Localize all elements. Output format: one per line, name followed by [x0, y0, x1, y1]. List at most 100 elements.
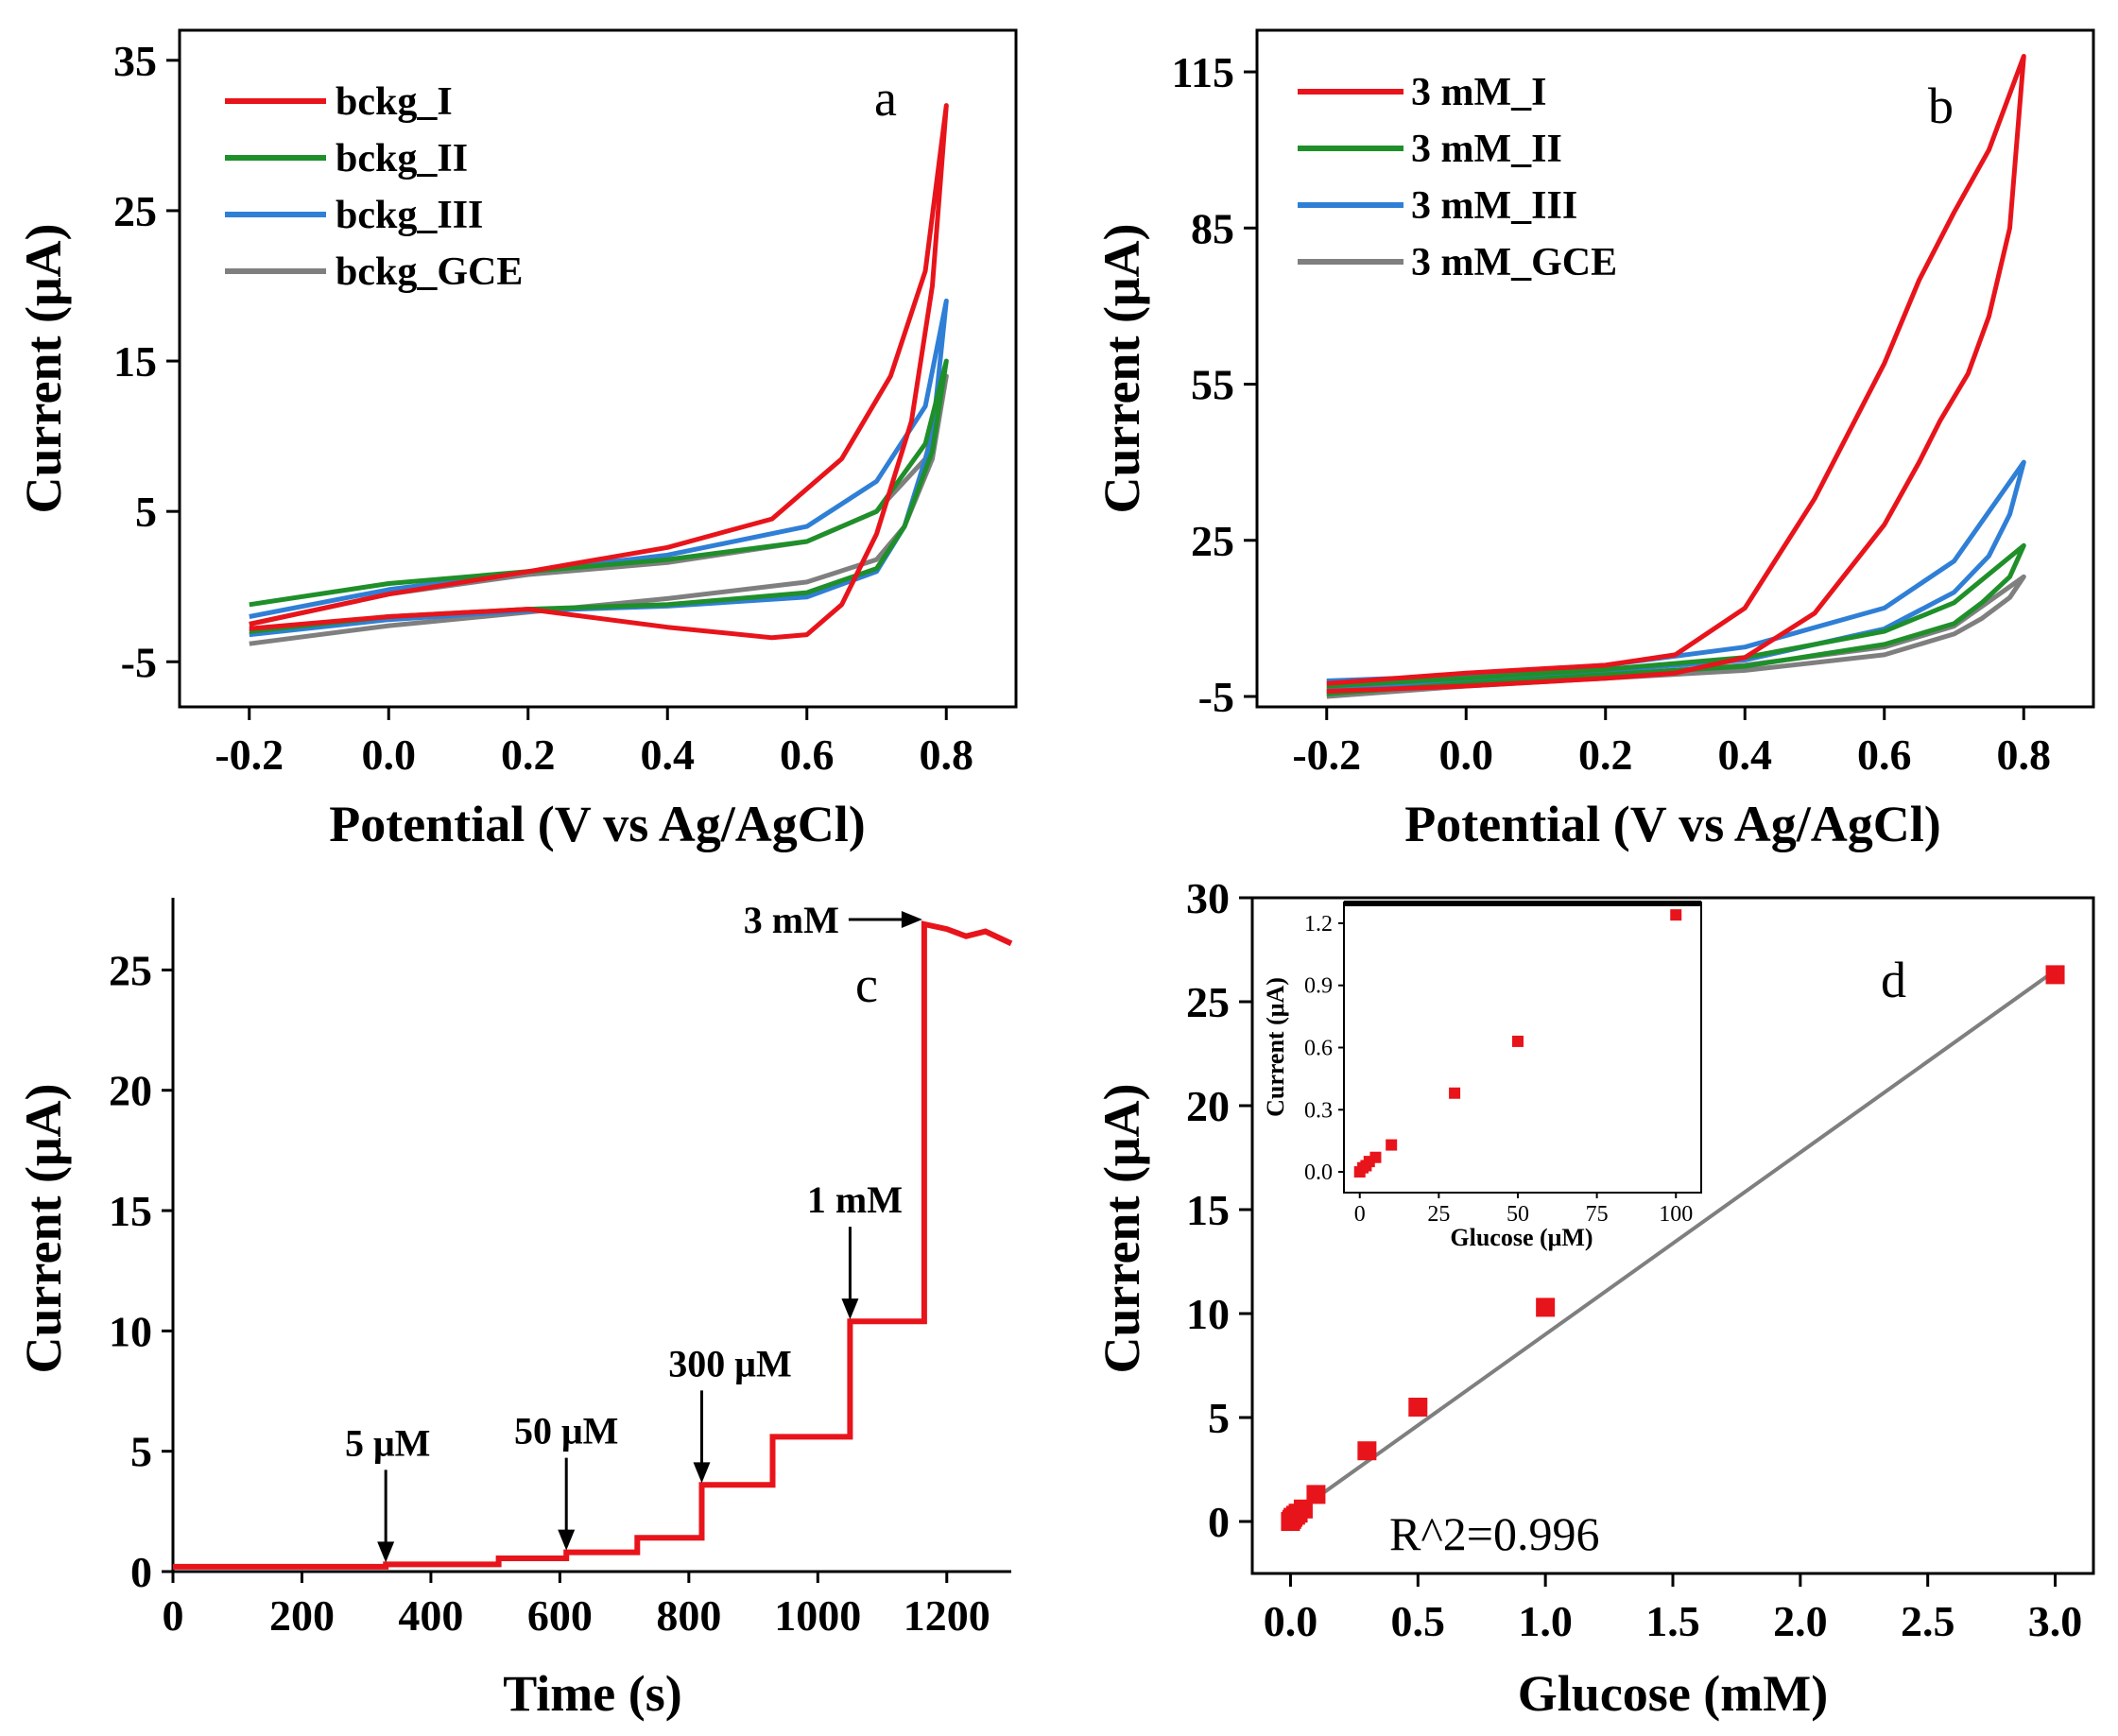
annotation-arrowhead [377, 1541, 395, 1563]
inset-top-border [1344, 901, 1701, 906]
annotation-arrowhead [901, 911, 922, 929]
ytick-label: 25 [109, 946, 152, 994]
legend-label-3mm-iii: 3 mM_III [1411, 184, 1577, 228]
xtick-label: 0.4 [641, 730, 696, 779]
data-point [1357, 1441, 1377, 1461]
panel-a-xlabel: Potential (V vs Ag/AgCl) [329, 796, 865, 852]
panel-d-ylabel: Current (μA) [1093, 1083, 1150, 1373]
annotation-label: 1 mM [807, 1178, 903, 1221]
ytick-label: 20 [1186, 1082, 1230, 1130]
xtick-label: 0.2 [501, 730, 556, 779]
xtick-label: 1.0 [1518, 1597, 1573, 1645]
xtick-label: 2.5 [1901, 1597, 1955, 1645]
xtick-label: 0.8 [920, 730, 974, 779]
panel-a-frame [178, 28, 1018, 709]
ytick-label: 5 [1208, 1394, 1230, 1442]
annotation-arrowhead [558, 1529, 576, 1551]
ytick-label: 0.0 [1304, 1160, 1333, 1185]
ytick-label: 10 [1186, 1290, 1230, 1338]
data-point [1536, 1298, 1556, 1317]
panel-b-frame [1255, 28, 2095, 709]
panel-a-legend: bckg_I bckg_II bckg_III bckg_GCE [225, 80, 523, 294]
ytick-label: 10 [109, 1307, 152, 1355]
xtick-label: 400 [398, 1591, 463, 1640]
ytick-label: 0 [1208, 1498, 1230, 1546]
xtick-label: 1200 [904, 1591, 990, 1640]
legend-label-3mm-gce: 3 mM_GCE [1411, 241, 1617, 284]
series-line-bckg-iii [249, 298, 949, 638]
inset-chart: 0.0 0.3 0.6 0.9 1.2 0 25 50 75 100 Glucose (μM) C… [1262, 901, 1702, 1251]
ytick-label: 25 [1191, 517, 1234, 565]
legend-label-bckg-ii: bckg_II [336, 137, 468, 180]
legend-label-bckg-iii: bckg_III [336, 194, 483, 237]
panel-b-ylabel: Current (μA) [1093, 223, 1150, 513]
inset-data-point [1449, 1087, 1461, 1099]
panel-a: -5 5 15 25 35 -0.2 0.0 0.2 0.4 0.6 0.8 bckg_I bckg… [15, 28, 1018, 852]
ytick-label: 25 [1186, 978, 1230, 1026]
r-squared-label: R^2=0.996 [1389, 1507, 1600, 1560]
xtick-label: -0.2 [215, 730, 284, 779]
ytick-label: 5 [135, 488, 157, 536]
legend-label-3mm-i: 3 mM_I [1411, 71, 1546, 114]
ytick-label: 15 [109, 1187, 152, 1235]
data-point [1408, 1398, 1428, 1417]
ytick-label: -5 [1198, 673, 1234, 721]
inset-xlabel: Glucose (μM) [1450, 1224, 1593, 1251]
xtick-label: 0.6 [780, 730, 835, 779]
panel-label-d: d [1881, 952, 1906, 1008]
panel-a-ylabel: Current (μA) [15, 223, 72, 513]
xtick-label: 0.0 [362, 730, 417, 779]
ytick-label: 15 [113, 337, 157, 386]
inset-ylabel: Current (μA) [1262, 977, 1289, 1117]
ytick-label: 0.9 [1304, 974, 1333, 999]
panel-label-c: c [855, 956, 878, 1013]
annotation-arrowhead [841, 1298, 859, 1320]
annotation-arrowhead [693, 1462, 711, 1484]
panel-label-a: a [874, 70, 897, 127]
series-line-bckg-i [249, 103, 949, 641]
series-line-3-mm-ii [1326, 542, 2026, 696]
linear-fit-line [1289, 969, 2057, 1519]
xtick-label: 2.0 [1773, 1597, 1828, 1645]
xtick-label: 800 [656, 1591, 721, 1640]
panel-b: -5 25 55 85 115 -0.2 0.0 0.2 0.4 0.6 0.8 3 mM_I 3 … [1093, 28, 2095, 852]
ytick-label: -5 [121, 638, 157, 686]
ytick-label: 0 [130, 1548, 152, 1596]
xtick-label: 0.5 [1391, 1597, 1446, 1645]
panel-d: 0 5 10 15 20 25 30 0.0 0.5 1.0 1.5 2.0 2.5 3.0 R^2=0.… [1093, 874, 2095, 1722]
xtick-label: 0 [1354, 1202, 1366, 1227]
ytick-label: 20 [109, 1067, 152, 1115]
legend-label-bckg-gce: bckg_GCE [336, 250, 523, 294]
ytick-label: 15 [1186, 1186, 1230, 1234]
xtick-label: 0.4 [1718, 730, 1773, 779]
data-point [1306, 1485, 1326, 1504]
panel-label-b: b [1928, 77, 1954, 134]
ytick-label: 115 [1172, 48, 1234, 96]
panel-b-xlabel: Potential (V vs Ag/AgCl) [1404, 796, 1940, 852]
panel-c-ylabel: Current (μA) [15, 1083, 72, 1373]
panel-c-xlabel: Time (s) [503, 1665, 681, 1722]
data-point [1293, 1499, 1313, 1519]
annotation-label: 3 mM [744, 899, 839, 941]
annotation-label: 300 μM [668, 1342, 791, 1384]
ytick-label: 30 [1186, 874, 1230, 922]
ytick-label: 35 [113, 37, 157, 85]
ytick-label: 0.3 [1304, 1098, 1333, 1123]
legend-label-3mm-ii: 3 mM_II [1411, 128, 1562, 171]
xtick-label: 25 [1427, 1202, 1450, 1227]
ytick-label: 55 [1191, 361, 1234, 409]
ytick-label: 25 [113, 187, 157, 235]
series-line-bckg-ii [249, 358, 949, 634]
xtick-label: 0.0 [1439, 730, 1494, 779]
amperometric-trace [173, 920, 1013, 1570]
inset-data-point [1670, 909, 1682, 921]
inset-data-point [1386, 1139, 1398, 1151]
xtick-label: 0.0 [1264, 1597, 1318, 1645]
xtick-label: 1000 [774, 1591, 861, 1640]
xtick-label: 1.5 [1645, 1597, 1700, 1645]
series-line-3-mm-i [1326, 54, 2026, 694]
panel-b-legend: 3 mM_I 3 mM_II 3 mM_III 3 mM_GCE [1298, 71, 1617, 284]
xtick-label: 600 [527, 1591, 593, 1640]
inset-data-point [1511, 1035, 1524, 1047]
